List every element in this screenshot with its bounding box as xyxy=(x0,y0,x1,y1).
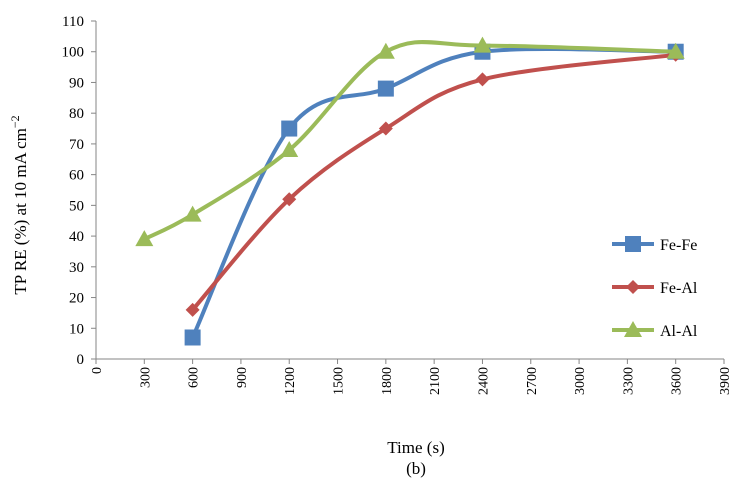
data-point-triangle xyxy=(666,42,685,59)
x-tick-label: 0 xyxy=(90,367,105,374)
x-tick-label: 300 xyxy=(138,367,153,388)
data-point-diamond xyxy=(475,72,490,87)
x-tick-label: 900 xyxy=(235,367,250,388)
data-point-triangle xyxy=(376,42,395,59)
y-tick-label: 40 xyxy=(69,229,84,245)
y-tick-label: 0 xyxy=(77,352,85,368)
legend-entry: Fe-Al xyxy=(612,280,698,297)
x-tick-label: 600 xyxy=(187,367,202,388)
data-point-square xyxy=(184,329,201,346)
x-tick-label: 1200 xyxy=(283,367,298,395)
legend-label: Fe-Fe xyxy=(660,237,697,254)
y-tick-label: 80 xyxy=(69,106,84,122)
x-tick-label: 2100 xyxy=(428,367,443,395)
x-tick-label: 1500 xyxy=(332,367,347,395)
y-tick-label: 60 xyxy=(69,168,84,184)
legend-label: Fe-Al xyxy=(660,280,698,297)
data-point-diamond xyxy=(626,280,640,294)
y-tick-label: 50 xyxy=(69,198,84,214)
legend-entry: Al-Al xyxy=(612,321,698,340)
y-tick-label: 90 xyxy=(69,75,84,91)
axes: 0 10 20 30 40 50 60 70 80 90 100 110 0 300 600 900 1200 1… xyxy=(62,14,734,395)
y-tick-label: 30 xyxy=(69,260,84,276)
legend-label: Al-Al xyxy=(660,323,698,340)
data-point-diamond xyxy=(378,121,393,136)
series-layer xyxy=(135,36,685,346)
series-al-al xyxy=(135,36,685,247)
x-axis-title: Time (s) xyxy=(387,438,444,457)
x-tick-label: 3300 xyxy=(621,367,636,395)
series-line xyxy=(190,47,678,340)
y-tick-label: 10 xyxy=(69,321,84,337)
y-tick-label: 110 xyxy=(62,14,84,30)
data-point-square xyxy=(377,80,394,97)
series-fe-fe xyxy=(184,43,684,346)
data-point-diamond xyxy=(185,302,200,317)
data-point-triangle xyxy=(135,230,154,247)
data-point-diamond xyxy=(282,192,297,207)
data-point-triangle xyxy=(183,205,202,222)
data-point-square xyxy=(625,236,641,252)
x-tick-label: 3600 xyxy=(670,367,685,395)
data-point-triangle xyxy=(473,36,492,53)
x-tick-label: 1800 xyxy=(380,367,395,395)
legend-entry: Fe-Fe xyxy=(612,236,697,254)
data-point-square xyxy=(281,120,298,137)
data-point-triangle xyxy=(624,321,642,337)
data-point-triangle xyxy=(280,141,299,158)
x-tick-label: 2700 xyxy=(525,367,540,395)
figure-caption: (b) xyxy=(406,459,426,478)
y-tick-label: 20 xyxy=(69,291,84,307)
y-axis-title-main: TP RE (%) at 10 mA cm xyxy=(11,128,30,295)
x-tick-label: 2400 xyxy=(476,367,491,395)
y-tick-label: 70 xyxy=(69,137,84,153)
series-line xyxy=(190,52,678,312)
series-line xyxy=(142,40,678,242)
y-axis-title: TP RE (%) at 10 mA cm−2 xyxy=(8,115,30,294)
y-axis-title-superscript: −2 xyxy=(8,115,22,128)
legend: Fe-Fe Fe-Al Al-Al xyxy=(612,236,698,340)
x-tick-label: 3000 xyxy=(573,367,588,395)
y-tick-label: 100 xyxy=(62,45,85,61)
x-tick-label: 3900 xyxy=(718,367,733,395)
